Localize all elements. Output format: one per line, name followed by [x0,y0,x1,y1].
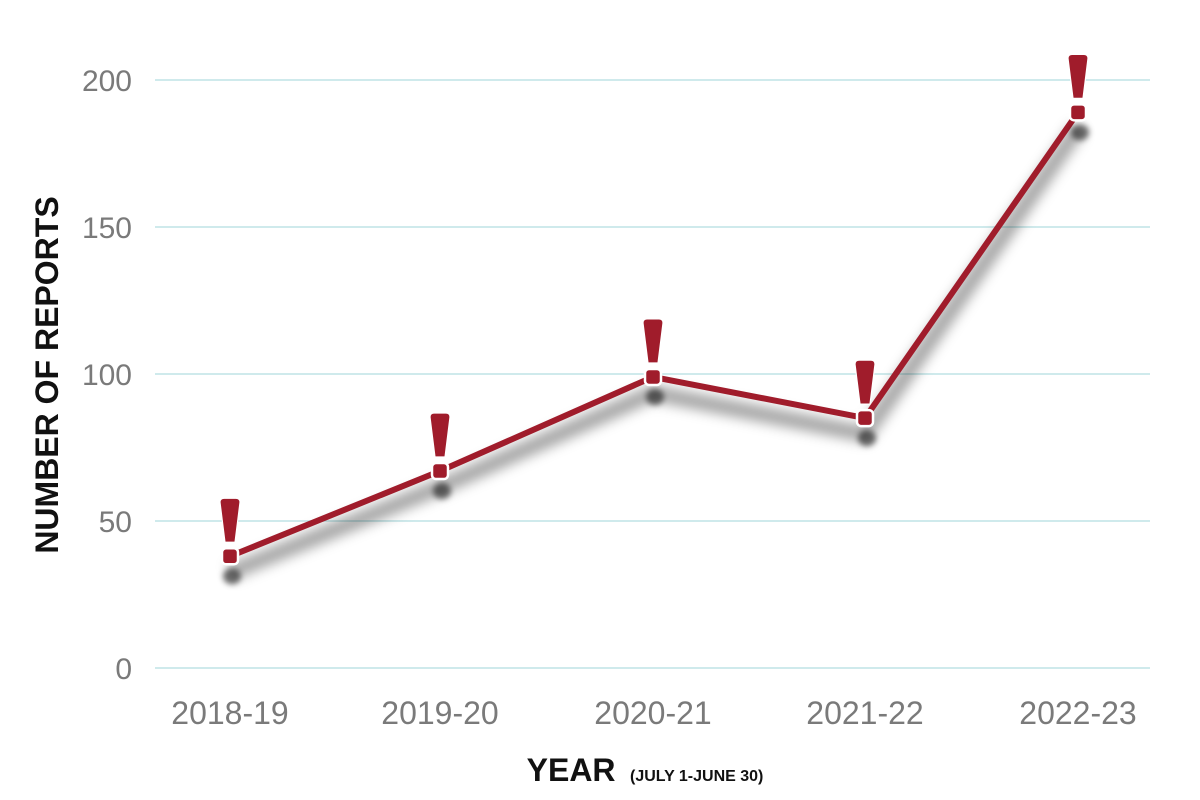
data-point [219,497,241,585]
exclamation-bar [429,412,451,458]
point-shadow [858,430,876,447]
point-marker [855,408,875,428]
data-point [429,412,451,500]
x-axis-label-main: YEAR [527,752,616,788]
point-shadow [1071,124,1089,141]
x-tick-label: 2020-21 [594,695,711,731]
point-shadow [223,568,241,585]
y-tick-label: 150 [82,212,132,245]
y-tick-label: 100 [82,359,132,392]
x-tick-label: 2022-23 [1019,695,1136,731]
x-tick-label: 2018-19 [171,695,288,731]
y-axis-ticks: 0 50 100 150 200 [82,65,132,686]
y-axis-label: NUMBER OF REPORTS [29,196,65,553]
point-shadow [646,388,664,405]
y-tick-label: 0 [115,653,132,686]
exclamation-bar [219,497,241,543]
x-tick-label: 2019-20 [381,695,498,731]
exclamation-bar [642,318,664,364]
exclamation-icon [854,359,876,447]
exclamation-bar [854,359,876,405]
x-axis-label-note: (JULY 1-JUNE 30) [630,768,763,785]
x-tick-label: 2021-22 [806,695,923,731]
exclamation-icon [429,412,451,500]
data-point [642,318,664,405]
point-marker [643,367,663,387]
y-tick-label: 200 [82,65,132,98]
x-axis-ticks: 2018-19 2019-20 2020-21 2021-22 2022-23 [171,695,1136,731]
exclamation-icon [219,497,241,585]
exclamation-icon [642,318,664,405]
point-marker [430,461,450,481]
point-marker [1068,103,1088,122]
data-points [219,53,1089,585]
y-tick-label: 50 [99,506,132,539]
exclamation-icon [1067,53,1089,141]
x-axis-label: YEAR (JULY 1-JUNE 30) [527,752,764,788]
data-point [1067,53,1089,141]
exclamation-bar [1067,53,1089,99]
point-shadow [433,483,451,500]
data-point [854,359,876,447]
point-marker [220,547,240,566]
